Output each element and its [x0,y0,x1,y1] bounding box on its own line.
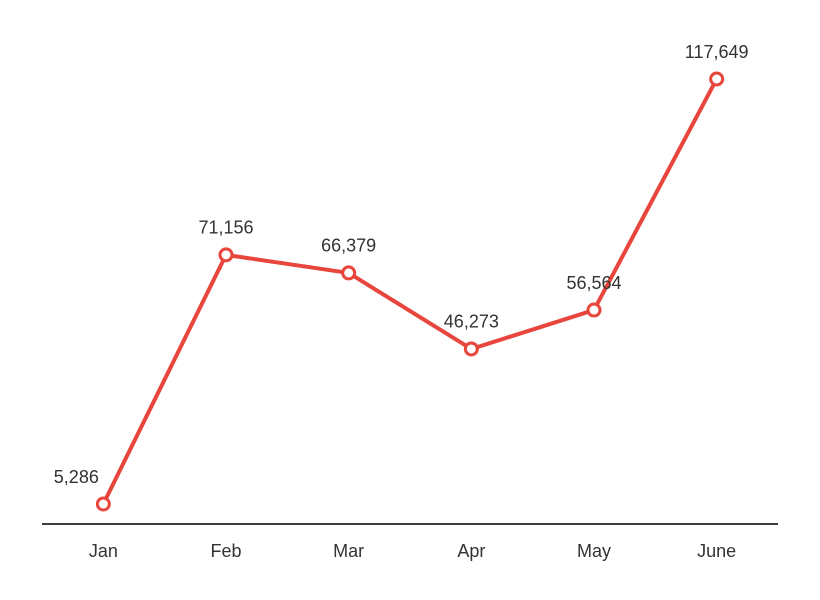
value-label: 117,649 [685,42,749,62]
value-label: 46,273 [444,312,499,332]
point [95,496,111,512]
point [341,265,357,281]
point [463,341,479,357]
x-tick-label: June [697,541,736,561]
x-tick-label: Mar [333,541,364,561]
point [709,71,725,87]
value-label: 56,564 [566,273,621,293]
x-tick-label: Jan [89,541,118,561]
x-tick-label: May [577,541,611,561]
line [101,78,719,505]
value-label: 5,286 [54,467,99,487]
x-tick-label: Feb [210,541,241,561]
value-label: 71,156 [198,218,253,238]
point [218,247,234,263]
x-tick-label: Apr [457,541,485,561]
point [586,302,602,318]
value-label: 66,379 [321,236,376,256]
